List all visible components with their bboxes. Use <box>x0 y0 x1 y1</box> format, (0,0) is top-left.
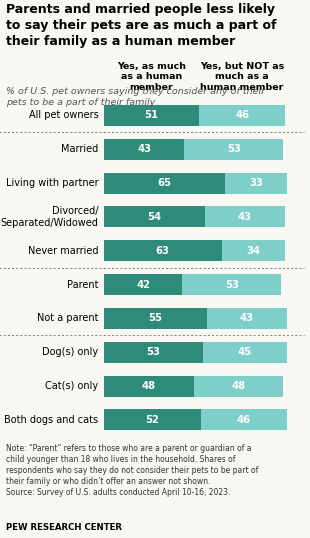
Bar <box>104 409 201 430</box>
Text: 43: 43 <box>137 144 151 154</box>
Text: 43: 43 <box>238 212 252 222</box>
Text: Parents and married people less likely
to say their pets are as much a part of
t: Parents and married people less likely t… <box>6 3 277 48</box>
Text: 34: 34 <box>246 246 260 256</box>
Text: Yes, but NOT as
much as a
human member: Yes, but NOT as much as a human member <box>200 62 284 92</box>
Bar <box>104 376 193 397</box>
Text: 53: 53 <box>227 144 241 154</box>
Bar <box>199 105 285 126</box>
Text: 55: 55 <box>148 314 162 323</box>
Text: 48: 48 <box>231 381 246 391</box>
Text: PEW RESEARCH CENTER: PEW RESEARCH CENTER <box>6 523 122 532</box>
Bar <box>193 376 283 397</box>
Text: 52: 52 <box>145 415 159 425</box>
Bar <box>104 342 203 363</box>
Text: 46: 46 <box>237 415 251 425</box>
Bar <box>104 139 184 160</box>
Bar <box>104 308 207 329</box>
Text: 42: 42 <box>136 280 150 289</box>
Bar <box>225 173 287 194</box>
Text: 46: 46 <box>235 110 249 121</box>
Text: Yes, as much
as a human
member: Yes, as much as a human member <box>117 62 186 92</box>
Text: 53: 53 <box>146 347 160 357</box>
Bar <box>205 207 285 228</box>
Text: 51: 51 <box>144 110 158 121</box>
Text: % of U.S. pet owners saying they consider any of their
pets to be a part of thei: % of U.S. pet owners saying they conside… <box>6 87 265 107</box>
Text: 43: 43 <box>240 314 254 323</box>
Bar <box>104 240 222 261</box>
Text: 48: 48 <box>142 381 156 391</box>
Text: Note: “Parent” refers to those who are a parent or guardian of a
child younger t: Note: “Parent” refers to those who are a… <box>6 444 259 497</box>
Bar <box>104 173 225 194</box>
Text: 33: 33 <box>249 178 263 188</box>
Text: 45: 45 <box>238 347 252 357</box>
Text: 65: 65 <box>157 178 171 188</box>
Bar <box>182 274 281 295</box>
Bar <box>203 342 287 363</box>
Bar <box>207 308 287 329</box>
Bar <box>201 409 287 430</box>
Bar <box>184 139 283 160</box>
Text: 54: 54 <box>147 212 162 222</box>
Bar <box>104 274 182 295</box>
Text: 63: 63 <box>156 246 170 256</box>
Bar <box>104 207 205 228</box>
Bar <box>104 105 199 126</box>
Text: 53: 53 <box>225 280 239 289</box>
Bar <box>222 240 285 261</box>
